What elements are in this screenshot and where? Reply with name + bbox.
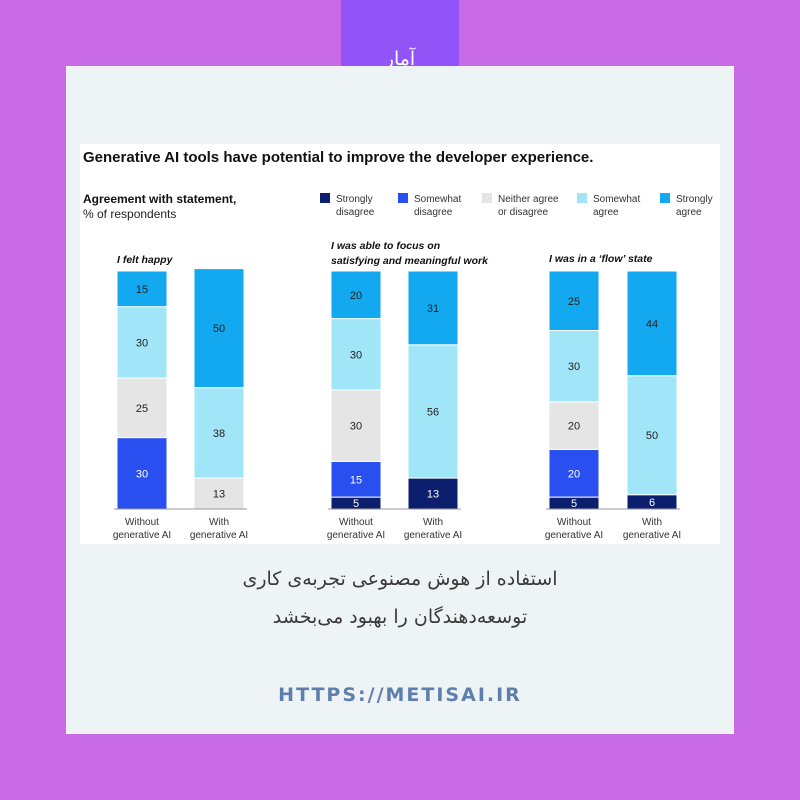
chart-subtitle-unit: % of respondents xyxy=(83,207,176,221)
bar-segment xyxy=(407,344,459,479)
caption-line-2: توسعه‌دهندگان را بهبود می‌بخشد xyxy=(272,606,528,628)
bar-value-label: 30 xyxy=(350,349,362,361)
legend-label: Strongly xyxy=(676,194,713,205)
stacked-bar-chart: Generative AI tools have potential to im… xyxy=(83,149,713,541)
bar-value-label: 20 xyxy=(568,468,580,480)
bar-value-label: 25 xyxy=(568,296,580,308)
legend-swatch xyxy=(320,193,330,203)
bar-segment xyxy=(116,377,168,439)
bar-segment xyxy=(116,270,168,308)
bar-category-label: generative AI xyxy=(545,530,603,541)
bar-segment xyxy=(407,270,459,346)
bar-segment xyxy=(116,437,168,510)
caption-line-1: استفاده از هوش مصنوعی تجربه‌ی کاری xyxy=(242,568,558,590)
bar-value-label: 20 xyxy=(568,421,580,433)
bar-value-label: 31 xyxy=(427,303,439,315)
bar-category-label: With xyxy=(642,517,662,528)
bar-category-label: Without xyxy=(557,517,591,528)
bar-category-label: Without xyxy=(125,517,159,528)
bar-category-label: generative AI xyxy=(190,530,248,541)
legend-label: agree xyxy=(676,207,702,218)
legend-label: Strongly xyxy=(336,194,373,205)
legend-swatch xyxy=(577,193,587,203)
bar-category-label: generative AI xyxy=(113,530,171,541)
bar-value-label: 13 xyxy=(213,489,225,501)
bar-value-label: 44 xyxy=(646,318,658,330)
bar-segment xyxy=(548,401,600,450)
legend-label: disagree xyxy=(336,207,375,218)
chart-title: Generative AI tools have potential to im… xyxy=(83,149,593,166)
legend-label: disagree xyxy=(414,207,453,218)
bar-category-label: generative AI xyxy=(327,530,385,541)
bar-segment xyxy=(407,477,459,510)
bar-value-label: 20 xyxy=(350,290,362,302)
bar-value-label: 30 xyxy=(136,468,148,480)
legend-swatch xyxy=(482,193,492,203)
bar-segment xyxy=(548,449,600,498)
chart-subtitle: Agreement with statement, xyxy=(83,192,236,206)
bar-segment xyxy=(626,270,678,377)
panel-title: I was in a ‘flow’ state xyxy=(549,253,653,265)
legend-swatch xyxy=(398,193,408,203)
legend-label: Somewhat xyxy=(414,194,461,205)
bar-category-label: generative AI xyxy=(623,530,681,541)
legend-label: Somewhat xyxy=(593,194,640,205)
panel-title: I felt happy xyxy=(117,254,174,266)
bar-segment xyxy=(330,318,382,391)
panel-title: satisfying and meaningful work xyxy=(331,255,489,267)
legend-label: Neither agree xyxy=(498,194,559,205)
bar-value-label: 13 xyxy=(427,489,439,501)
panel-title: I was able to focus on xyxy=(331,240,440,252)
bar-segment xyxy=(330,270,382,320)
bar-category-label: Without xyxy=(339,517,373,528)
bar-segment xyxy=(548,330,600,403)
bar-value-label: 15 xyxy=(136,284,148,296)
bar-category-label: With xyxy=(209,517,229,528)
legend-swatch xyxy=(660,193,670,203)
chart-panel: Generative AI tools have potential to im… xyxy=(80,144,720,544)
legend-label: agree xyxy=(593,207,619,218)
bar-value-label: 50 xyxy=(213,323,225,335)
bar-value-label: 50 xyxy=(646,430,658,442)
website-link[interactable]: HTTPS://METISAI.IR xyxy=(278,684,522,706)
bar-segment xyxy=(330,389,382,462)
bar-value-label: 30 xyxy=(350,421,362,433)
bar-value-label: 5 xyxy=(353,498,359,510)
bar-value-label: 6 xyxy=(649,497,655,509)
bar-category-label: generative AI xyxy=(404,530,462,541)
bar-segment xyxy=(548,270,600,331)
bar-segment xyxy=(626,375,678,496)
bar-category-label: With xyxy=(423,517,443,528)
legend-label: or disagree xyxy=(498,207,548,218)
bar-value-label: 30 xyxy=(136,337,148,349)
bar-value-label: 56 xyxy=(427,406,439,418)
bar-segment xyxy=(193,268,245,389)
bar-value-label: 5 xyxy=(571,498,577,510)
bar-segment xyxy=(193,387,245,479)
bar-value-label: 15 xyxy=(350,474,362,486)
bar-value-label: 38 xyxy=(213,428,225,440)
bar-value-label: 25 xyxy=(136,403,148,415)
bar-value-label: 30 xyxy=(568,361,580,373)
